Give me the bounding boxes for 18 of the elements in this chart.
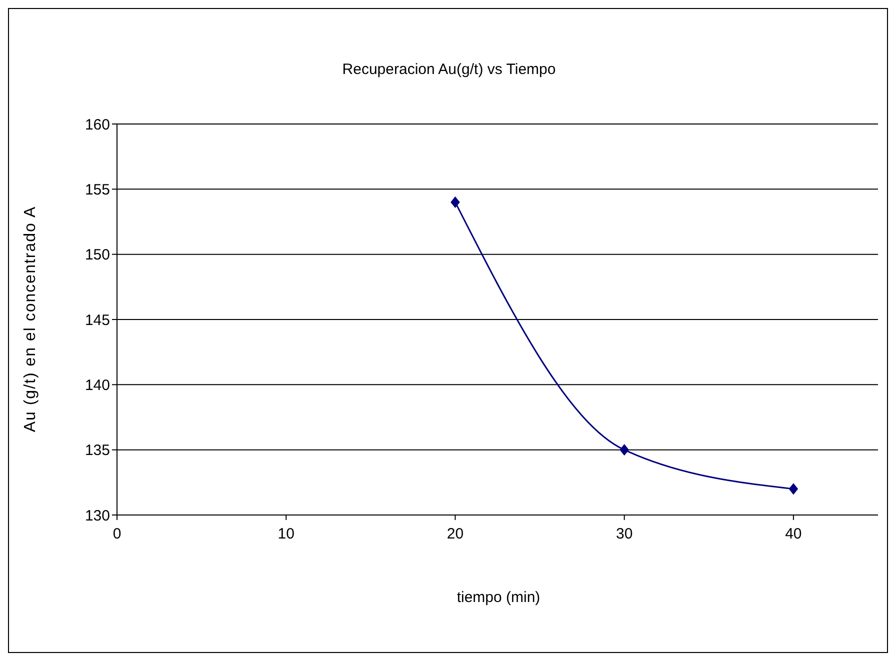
y-tick-label: 150 [84,246,110,264]
y-tick-label: 135 [84,442,110,460]
x-tick-label: 40 [785,526,802,543]
y-tick-label: 160 [84,116,110,134]
y-axis-title: Au (g/t) en el concentrado A [22,204,40,434]
y-tick-label: 155 [84,181,110,198]
x-axis-title: tiempo (min) [456,589,542,606]
point [450,196,460,208]
x-tick-label: 0 [112,526,122,543]
point [620,444,629,456]
point [788,483,798,494]
chart-title: Recuperacion Au(g/t) vs Tiempo [341,61,557,78]
y-tick-label: 140 [84,376,110,394]
y-tick-label: 130 [84,507,110,524]
x-tick-label: 30 [616,526,633,543]
x-tick-label: 20 [446,526,464,543]
y-tick-label: 145 [84,312,110,329]
x-tick-label: 10 [278,526,294,543]
